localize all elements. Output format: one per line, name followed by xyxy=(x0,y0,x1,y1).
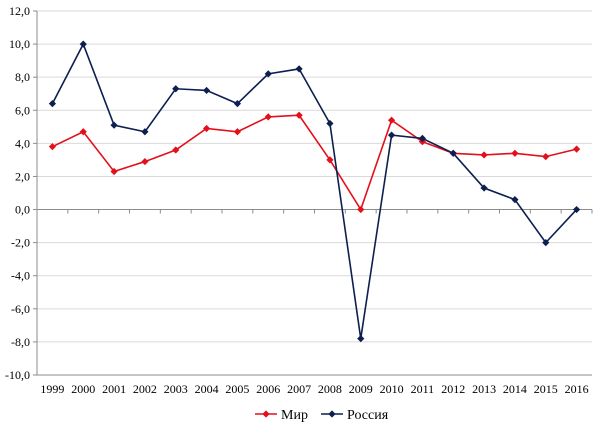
data-point xyxy=(418,134,427,142)
x-tick-label: 2005 xyxy=(225,382,249,396)
legend-label: Мир xyxy=(281,408,308,423)
data-point xyxy=(387,131,396,139)
data-point xyxy=(48,100,57,108)
data-point xyxy=(480,151,488,159)
data-point xyxy=(542,153,550,161)
x-tick-label: 2004 xyxy=(195,382,219,396)
data-point xyxy=(202,124,211,133)
legend-marker xyxy=(262,410,270,418)
x-tick-label: 2000 xyxy=(71,382,95,396)
data-point xyxy=(233,128,242,136)
y-tick-label: 4,0 xyxy=(15,136,30,150)
legend-marker xyxy=(328,410,336,418)
data-point xyxy=(233,100,242,108)
data-point xyxy=(480,184,488,192)
data-point xyxy=(48,143,57,151)
data-point xyxy=(572,205,581,214)
y-tick-label: 2,0 xyxy=(15,169,30,183)
data-point xyxy=(295,65,303,73)
data-point xyxy=(264,113,272,121)
y-tick-label: 0,0 xyxy=(15,203,30,217)
data-point xyxy=(511,149,519,157)
x-tick-label: 2006 xyxy=(256,382,280,396)
data-point xyxy=(387,116,396,124)
x-tick-label: 2007 xyxy=(287,382,311,396)
y-tick-label: -6,0 xyxy=(11,302,30,316)
gridlines xyxy=(37,10,592,343)
x-tick-label: 2011 xyxy=(411,382,435,396)
legend: Мир Россия xyxy=(255,408,389,423)
data-point xyxy=(264,70,272,78)
x-tick-label: 2010 xyxy=(380,382,404,396)
data-point xyxy=(141,128,149,136)
data-point xyxy=(141,157,149,166)
y-tick-label: 12,0 xyxy=(9,4,30,18)
data-point xyxy=(326,119,334,128)
x-tick-label: 1999 xyxy=(40,382,64,396)
data-point xyxy=(511,196,519,204)
data-point xyxy=(542,239,550,247)
legend-label: Россия xyxy=(347,408,389,423)
x-tick-label: 2003 xyxy=(164,382,188,396)
axes xyxy=(33,10,593,376)
data-point xyxy=(172,146,180,154)
series-line xyxy=(52,114,577,212)
y-tick-labels: -10,0 -8,0 -6,0 -4,0 -2,0 0,0 2,0 4,0 6,0 8,0 10,0… xyxy=(5,4,30,382)
data-point xyxy=(172,85,180,93)
y-tick-label: 6,0 xyxy=(15,103,30,117)
data-point xyxy=(326,156,334,164)
y-tick-label: -2,0 xyxy=(11,236,30,250)
data-point xyxy=(79,40,87,48)
x-tick-label: 2008 xyxy=(318,382,342,396)
y-tick-label: 8,0 xyxy=(15,70,30,84)
y-tick-label: 10,0 xyxy=(9,37,30,51)
series xyxy=(48,40,581,343)
x-tick-label: 2013 xyxy=(472,382,496,396)
x-tick-label: 2016 xyxy=(565,382,589,396)
data-point xyxy=(572,145,581,153)
data-point xyxy=(295,111,303,119)
y-tick-label: -4,0 xyxy=(11,269,30,283)
data-point xyxy=(110,121,118,129)
x-tick-label: 2009 xyxy=(349,382,373,396)
y-tick-label: -10,0 xyxy=(5,368,30,382)
data-point xyxy=(357,205,365,214)
y-tick-label: -8,0 xyxy=(11,335,30,349)
x-tick-labels: 1999 2000 2001 2002 2003 2004 2005 2006 2007 2008… xyxy=(40,382,588,396)
x-tick-label: 2002 xyxy=(133,382,157,396)
data-point xyxy=(357,335,365,343)
x-tick-label: 2015 xyxy=(534,382,558,396)
x-tick-label: 2012 xyxy=(441,382,465,396)
data-point xyxy=(202,86,211,95)
series-line xyxy=(51,42,578,339)
x-tick-label: 2014 xyxy=(503,382,527,396)
x-tick-label: 2001 xyxy=(102,382,126,396)
data-point xyxy=(449,149,457,157)
data-point xyxy=(110,167,118,176)
data-point xyxy=(79,128,87,136)
